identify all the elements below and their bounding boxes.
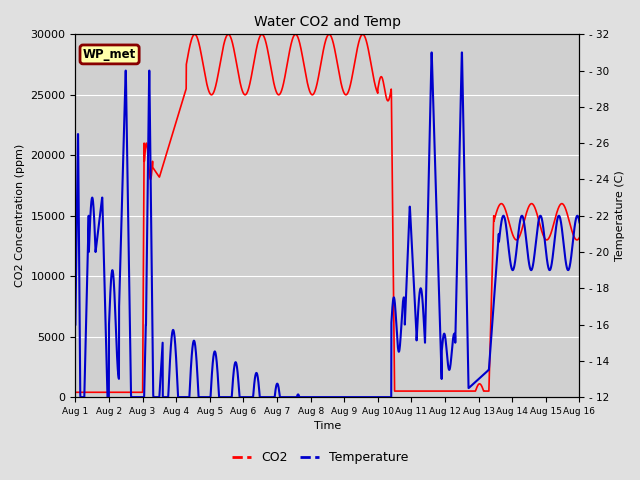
Line: Temperature: Temperature — [76, 52, 579, 397]
Temperature — [265, 394, 273, 400]
Temperature — [575, 219, 583, 225]
Temperature — [72, 322, 79, 327]
Temperature — [428, 49, 435, 55]
CO2 — [511, 237, 519, 242]
CO2 — [575, 235, 583, 240]
CO2 — [159, 163, 166, 169]
Y-axis label: CO2 Concentration (ppm): CO2 Concentration (ppm) — [15, 144, 25, 288]
CO2 — [129, 389, 137, 395]
Temperature — [566, 263, 573, 268]
Text: WP_met: WP_met — [83, 48, 136, 61]
Legend: CO2, Temperature: CO2, Temperature — [227, 446, 413, 469]
Temperature — [512, 255, 520, 261]
Line: CO2: CO2 — [76, 35, 579, 392]
Temperature — [159, 394, 167, 400]
CO2 — [566, 220, 573, 226]
Temperature — [77, 394, 84, 400]
Y-axis label: Temperature (C): Temperature (C) — [615, 170, 625, 261]
CO2 — [287, 43, 294, 48]
CO2 — [265, 54, 273, 60]
Temperature — [287, 394, 294, 400]
CO2 — [72, 389, 79, 395]
Temperature — [129, 394, 137, 400]
X-axis label: Time: Time — [314, 421, 341, 432]
CO2 — [191, 32, 198, 37]
Title: Water CO2 and Temp: Water CO2 and Temp — [254, 15, 401, 29]
